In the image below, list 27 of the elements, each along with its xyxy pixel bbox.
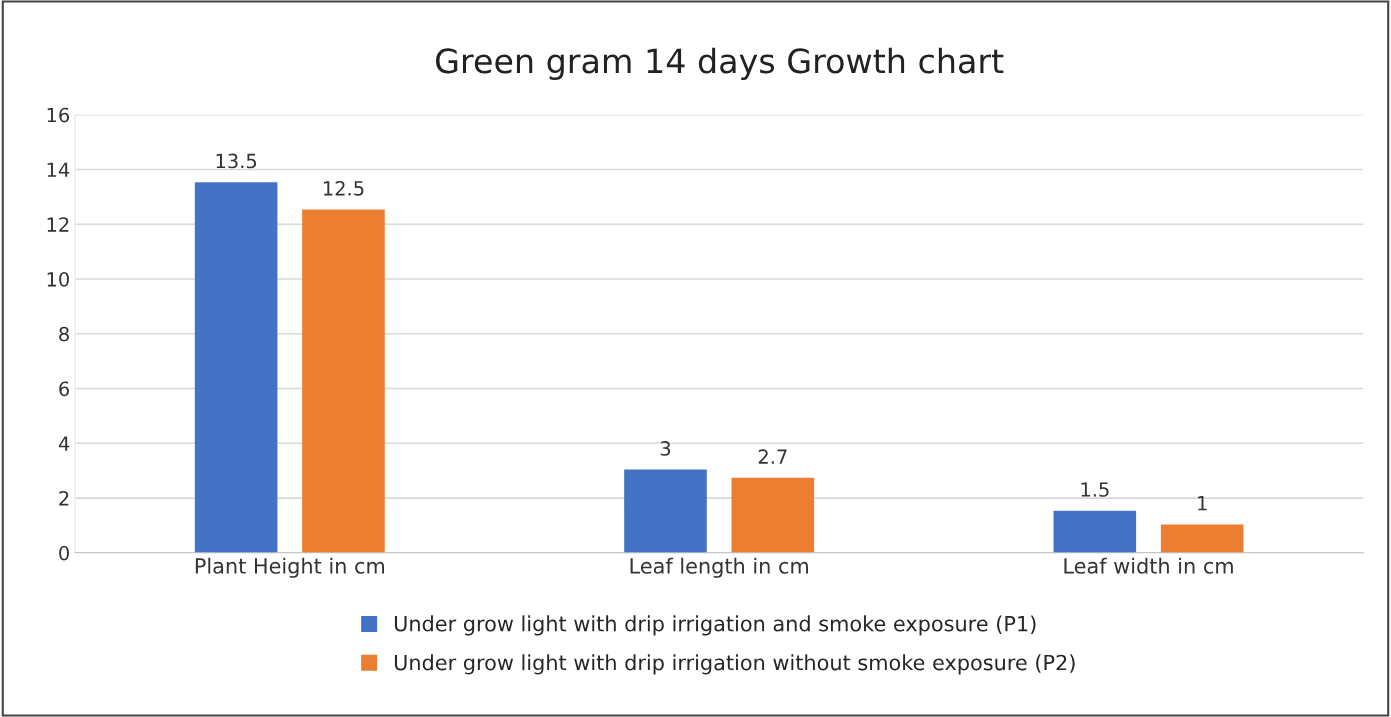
legend-label: Under grow light with drip irrigation without smoke exposure (P2) — [394, 654, 1075, 675]
data-label: 1.5 — [1081, 482, 1109, 497]
bar — [624, 469, 707, 553]
x-tick-label: Plant Height in cm — [195, 557, 385, 578]
data-label: 12.5 — [323, 180, 364, 196]
x-tick-label: Leaf width in cm — [1064, 557, 1233, 574]
y-tick-label: 4 — [58, 436, 70, 451]
bar — [194, 182, 278, 553]
bar — [302, 209, 385, 553]
data-label: 2.7 — [758, 449, 787, 464]
data-label: 3 — [660, 441, 671, 456]
y-tick-label: 2 — [59, 491, 69, 506]
chart-title: Green gram 14 days Growth chart — [436, 47, 1004, 80]
bar — [1053, 510, 1137, 553]
y-tick-label: 12 — [47, 217, 69, 232]
y-tick-label: 6 — [59, 381, 70, 397]
y-tick-label: 0 — [59, 545, 69, 561]
y-tick-label: 8 — [59, 326, 69, 342]
y-tick-label: 10 — [47, 271, 69, 287]
x-tick-label: Leaf length in cm — [630, 557, 808, 578]
bar — [1160, 524, 1244, 553]
data-label: 1 — [1198, 496, 1207, 511]
y-tick-label: 14 — [47, 162, 70, 177]
data-label: 13.5 — [216, 153, 257, 169]
y-tick-label: 16 — [47, 107, 70, 123]
legend-label: Under grow light with drip irrigation and smoke exposure (P1) — [394, 615, 1036, 636]
bar — [731, 477, 815, 553]
